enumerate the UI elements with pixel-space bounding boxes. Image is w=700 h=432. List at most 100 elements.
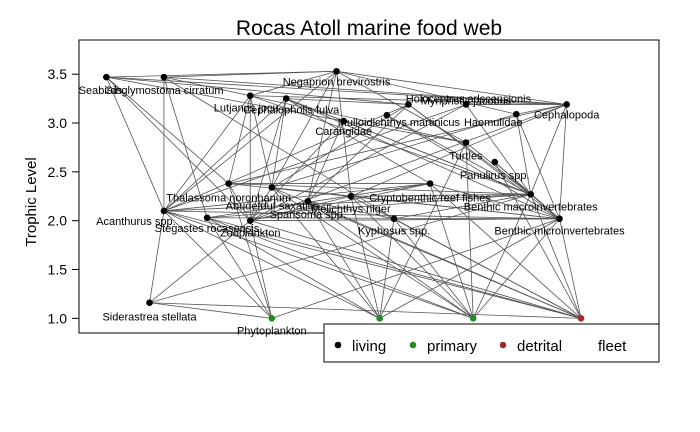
food-web-link xyxy=(249,120,345,221)
food-web-link xyxy=(350,193,531,197)
food-web-link xyxy=(106,76,344,122)
food-web-link xyxy=(163,76,567,105)
node-melichthys xyxy=(347,192,355,200)
food-web-link xyxy=(250,70,337,97)
food-web-link xyxy=(271,187,582,319)
food-web-link xyxy=(465,104,532,195)
food-web-link xyxy=(515,114,560,219)
food-web-link xyxy=(271,71,337,188)
legend: living primary detrital fleet xyxy=(323,323,660,363)
node-detritus xyxy=(577,315,585,322)
y-tick-label: 1.5 xyxy=(48,262,68,278)
node-stegastes xyxy=(203,214,211,222)
node-panulirus xyxy=(491,158,499,166)
node-otheralgal xyxy=(469,315,477,322)
food-web-link xyxy=(250,183,431,222)
node-ginglymostoma xyxy=(160,73,168,81)
node-label-lutjanus: Lutjanus jocu xyxy=(214,103,279,115)
food-web-link xyxy=(249,187,273,221)
food-web-link xyxy=(271,218,560,319)
food-web-link xyxy=(228,183,273,319)
food-web-link xyxy=(149,302,582,319)
food-web-link xyxy=(163,76,208,218)
legend-label-primary: primary xyxy=(427,338,478,355)
food-web-link xyxy=(350,104,567,197)
food-web-link xyxy=(163,70,337,78)
node-haemulidae xyxy=(513,110,520,118)
food-web-link xyxy=(250,95,567,105)
node-label-holocentrus: Holocentrus adscensionis xyxy=(406,93,532,105)
food-web-link xyxy=(429,183,582,319)
y-tick-label: 2.5 xyxy=(48,164,68,180)
food-web-link xyxy=(336,70,517,115)
food-web-link xyxy=(307,200,474,319)
legend-label-living: living xyxy=(352,338,386,355)
food-web-link xyxy=(106,76,409,105)
node-label-acanthurus: Acanthurus spp. xyxy=(96,216,176,228)
node-benthicmicro xyxy=(556,215,563,223)
food-web-link xyxy=(249,98,287,221)
food-web-link xyxy=(271,113,517,188)
food-web-link xyxy=(559,218,582,319)
food-web-link xyxy=(472,218,560,319)
edge-layer xyxy=(106,70,582,319)
food-web-link xyxy=(530,194,582,319)
node-kyphosus xyxy=(390,215,398,223)
node-label-stegastes: Stegastes rocasensis xyxy=(155,223,260,235)
food-web-link xyxy=(163,210,273,319)
food-web-link xyxy=(163,210,380,319)
food-web-link xyxy=(386,114,560,220)
node-label-seabirds: Seabirds xyxy=(79,85,123,97)
food-web-link xyxy=(207,193,531,219)
food-web-link xyxy=(408,104,560,220)
y-tick-label: 1.0 xyxy=(48,310,68,326)
food-web-link xyxy=(343,120,467,143)
node-label-siderastrea: Siderastrea stellata xyxy=(102,312,197,324)
node-lutjanus xyxy=(246,92,254,99)
food-web-link xyxy=(163,95,251,212)
node-label-carangidae: Carangidae xyxy=(315,126,372,138)
node-seabirds xyxy=(103,73,110,81)
food-web-link xyxy=(307,200,395,220)
y-tick-label: 2.0 xyxy=(48,213,68,229)
food-web-link xyxy=(228,95,251,184)
legend-marker-primary xyxy=(409,341,417,349)
node-zooplankton xyxy=(246,217,254,224)
food-web-link xyxy=(206,217,582,319)
food-web-link xyxy=(106,76,251,221)
food-web-link xyxy=(206,217,380,319)
food-web-link xyxy=(106,76,165,212)
food-web-link xyxy=(530,104,568,195)
node-abudefduf xyxy=(268,184,276,191)
food-web-link xyxy=(494,161,582,319)
food-web-link xyxy=(250,220,582,319)
food-web-link xyxy=(250,104,467,222)
legend-label-detrital: detrital xyxy=(517,338,562,355)
food-web-link xyxy=(206,217,474,319)
node-label-thalassoma: Thalassoma noronhanum xyxy=(166,193,291,205)
node-myripristis xyxy=(462,101,470,108)
node-digenea xyxy=(376,315,383,322)
food-web-link xyxy=(393,218,474,319)
node-label-melichthys: Melichthys niger xyxy=(311,203,391,215)
food-web-link xyxy=(307,104,409,202)
food-web-link xyxy=(250,104,567,222)
node-label-myripristis: Myripristis jacobus xyxy=(421,95,512,107)
node-negaprion xyxy=(333,67,340,75)
food-web-link xyxy=(249,220,273,319)
food-web-link xyxy=(149,210,165,303)
food-web-link xyxy=(343,120,531,195)
food-web-link xyxy=(228,104,567,184)
node-benthicmacro xyxy=(527,191,535,198)
legend-marker-detrital xyxy=(499,341,507,349)
y-axis: 1.0 1.5 2.0 2.5 3.0 3.5 xyxy=(48,66,80,326)
food-web-link xyxy=(149,193,531,304)
node-label-cephalopholis: Cephalopholis fulva xyxy=(243,105,340,117)
node-label-phytoplankton: Phytoplankton xyxy=(237,325,307,337)
food-web-link xyxy=(429,183,474,319)
food-web-link xyxy=(379,142,467,319)
food-web-link xyxy=(307,200,381,319)
node-label-abudefduf: Abudefduf saxatilis xyxy=(226,200,319,212)
